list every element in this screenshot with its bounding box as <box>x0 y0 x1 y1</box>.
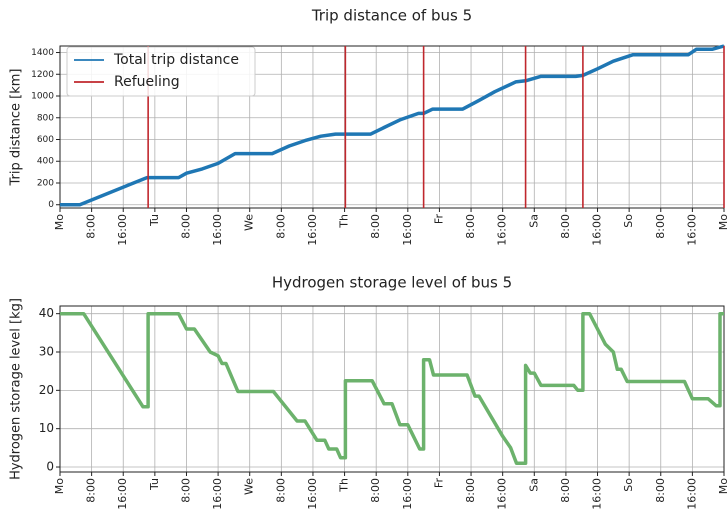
x-tick-label: We <box>243 478 256 495</box>
x-tick-label: 16:00 <box>401 478 414 510</box>
y-tick-label: 400 <box>37 157 54 167</box>
x-tick-label: 16:00 <box>591 214 604 246</box>
x-tick-label: 16:00 <box>496 214 509 246</box>
y-tick-label: 200 <box>37 178 54 188</box>
x-tick-label: 16:00 <box>116 478 129 510</box>
x-tick-label: 8:00 <box>559 214 572 239</box>
data-line <box>60 311 724 465</box>
x-tick-label: 8:00 <box>85 214 98 239</box>
x-tick-label: 8:00 <box>559 478 572 503</box>
x-tick-label: 8:00 <box>464 214 477 239</box>
y-tick-label: 10 <box>39 421 54 435</box>
y-tick-label: 1400 <box>31 48 54 58</box>
plot-frame <box>59 305 725 473</box>
y-tick-label: 20 <box>39 383 54 397</box>
y-tick-label: 600 <box>37 135 54 145</box>
x-tick-label: Mo <box>53 478 66 494</box>
x-tick-label: 16:00 <box>211 478 224 510</box>
x-tick-label: 8:00 <box>369 478 382 503</box>
x-tick-label: We <box>243 214 256 231</box>
x-tick-label: 16:00 <box>306 478 319 510</box>
x-tick-label: 8:00 <box>654 478 667 503</box>
x-tick-label: Tu <box>148 478 161 491</box>
x-tick-label: 16:00 <box>306 214 319 246</box>
chart-title: Hydrogen storage level of bus 5 <box>272 274 512 292</box>
legend-label: Refueling <box>114 74 180 90</box>
data-line <box>60 44 725 207</box>
y-axis-label: Trip distance [km] <box>9 69 24 187</box>
x-tick-label: 8:00 <box>179 478 192 503</box>
x-tick-label: Sa <box>527 214 540 228</box>
y-tick-label: 1000 <box>31 92 54 102</box>
x-tick-label: Mo <box>717 478 727 494</box>
x-tick-label: 8:00 <box>274 214 287 239</box>
x-tick-label: 16:00 <box>401 214 414 246</box>
y-tick-label: 1200 <box>31 70 54 80</box>
x-tick-label: 8:00 <box>179 214 192 239</box>
y-axis-label: Hydrogen storage level [kg] <box>9 298 24 480</box>
x-tick-label: 8:00 <box>85 478 98 503</box>
x-tick-label: Fr <box>432 214 445 225</box>
x-tick-label: 8:00 <box>369 214 382 239</box>
x-tick-label: Fr <box>432 478 445 489</box>
y-tick-label: 800 <box>37 113 54 123</box>
x-tick-label: 8:00 <box>464 478 477 503</box>
x-tick-label: 16:00 <box>685 478 698 510</box>
x-tick-label: 8:00 <box>274 478 287 503</box>
x-tick-label: Mo <box>53 214 66 230</box>
x-tick-label: 16:00 <box>211 214 224 246</box>
x-tick-label: 8:00 <box>654 214 667 239</box>
x-tick-label: Sa <box>527 478 540 492</box>
x-tick-label: 16:00 <box>685 214 698 246</box>
x-tick-label: 16:00 <box>591 478 604 510</box>
x-tick-label: 16:00 <box>496 478 509 510</box>
x-tick-label: 16:00 <box>116 214 129 246</box>
legend-box <box>66 46 256 97</box>
x-tick-label: Mo <box>717 214 727 230</box>
y-tick-label: 0 <box>46 460 54 474</box>
x-tick-label: Th <box>338 214 351 229</box>
y-tick-label: 0 <box>48 200 54 210</box>
x-tick-label: Tu <box>148 214 161 227</box>
chart-title: Trip distance of bus 5 <box>311 7 472 25</box>
legend-label: Total trip distance <box>113 52 239 68</box>
y-tick-label: 30 <box>39 345 54 359</box>
x-tick-label: So <box>622 214 635 228</box>
x-tick-label: So <box>622 478 635 492</box>
y-tick-label: 40 <box>39 306 54 320</box>
x-tick-label: Th <box>338 478 351 493</box>
